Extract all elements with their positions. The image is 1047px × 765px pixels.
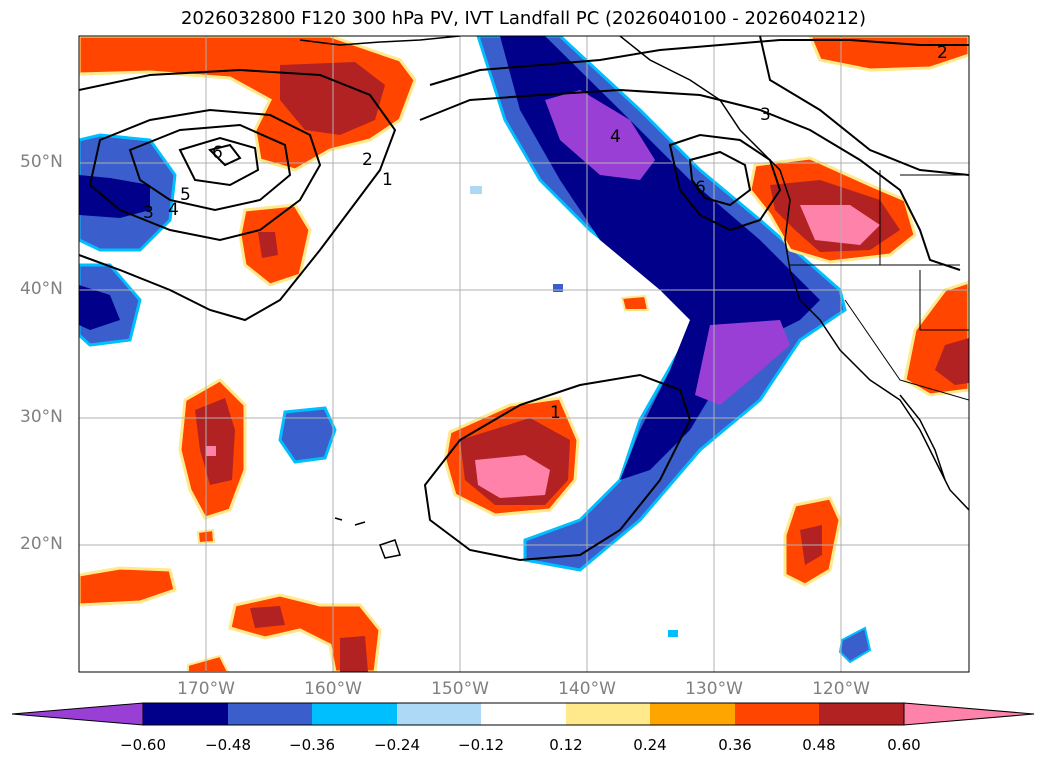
colorbar-tick: 0.48 <box>802 736 836 754</box>
contour-east-high <box>429 39 969 86</box>
contour-label: 2 <box>362 150 373 170</box>
contour-label: 2 <box>937 43 948 63</box>
colorbar-extend-high <box>903 702 1035 726</box>
negative-pv-max-north <box>545 90 655 180</box>
positive-pv-regions <box>79 36 969 672</box>
baja <box>899 394 946 481</box>
hawaii <box>334 517 401 559</box>
contour-label: 1 <box>550 403 561 423</box>
colorbar-tick: −0.24 <box>374 736 420 754</box>
lon-label: 130°W <box>685 679 743 699</box>
colorbar-tick: 0.60 <box>887 736 921 754</box>
contour-label: 6 <box>212 143 223 163</box>
negative-pv-blob-center <box>278 406 337 464</box>
colorbar-tick: 0.24 <box>633 736 667 754</box>
colorbar-tick: −0.60 <box>120 736 166 754</box>
lat-label: 20°N <box>20 534 63 554</box>
colorbar-tick: 0.36 <box>718 736 752 754</box>
map-frame <box>78 35 970 673</box>
contour-label: 4 <box>610 127 621 147</box>
colorbar-extend-low <box>11 702 144 726</box>
negative-pv-regions <box>79 36 872 664</box>
contour-label: 3 <box>760 105 771 125</box>
contour-label: 4 <box>168 200 179 220</box>
positive-pv-south-west <box>79 566 177 607</box>
negative-pv-max-south <box>695 320 790 405</box>
lat-label: 40°N <box>20 279 63 299</box>
map-area: 6 5 4 3 2 1 4 3 6 2 1 <box>79 36 969 672</box>
colorbar <box>11 702 1035 726</box>
contour-center <box>423 373 692 562</box>
lon-label: 140°W <box>558 679 616 699</box>
contour-west-low <box>79 68 397 322</box>
lon-label: 160°W <box>304 679 362 699</box>
lon-label: 120°W <box>812 679 870 699</box>
colorbar-tick: −0.48 <box>205 736 251 754</box>
state-borders <box>790 170 969 401</box>
positive-pv-center-max <box>475 455 550 498</box>
colorbar-tick: −0.36 <box>289 736 335 754</box>
contour-label: 1 <box>382 170 393 190</box>
colorbar-tick: −0.12 <box>458 736 504 754</box>
contour-label: 5 <box>180 185 191 205</box>
ivt-contours <box>79 36 969 562</box>
alaska-coast <box>299 36 461 46</box>
positive-pv-pnw-max <box>800 205 880 245</box>
contour-label: 6 <box>695 178 706 198</box>
negative-pv-blob-southeast <box>838 626 872 664</box>
lat-label: 50°N <box>20 152 63 172</box>
lon-label: 150°W <box>431 679 489 699</box>
lat-label: 30°N <box>20 407 63 427</box>
contour-label: 3 <box>143 203 154 223</box>
colorbar-tick: 0.12 <box>549 736 583 754</box>
map-title: 2026032800 F120 300 hPa PV, IVT Landfall… <box>180 8 867 29</box>
lon-label: 170°W <box>177 679 235 699</box>
